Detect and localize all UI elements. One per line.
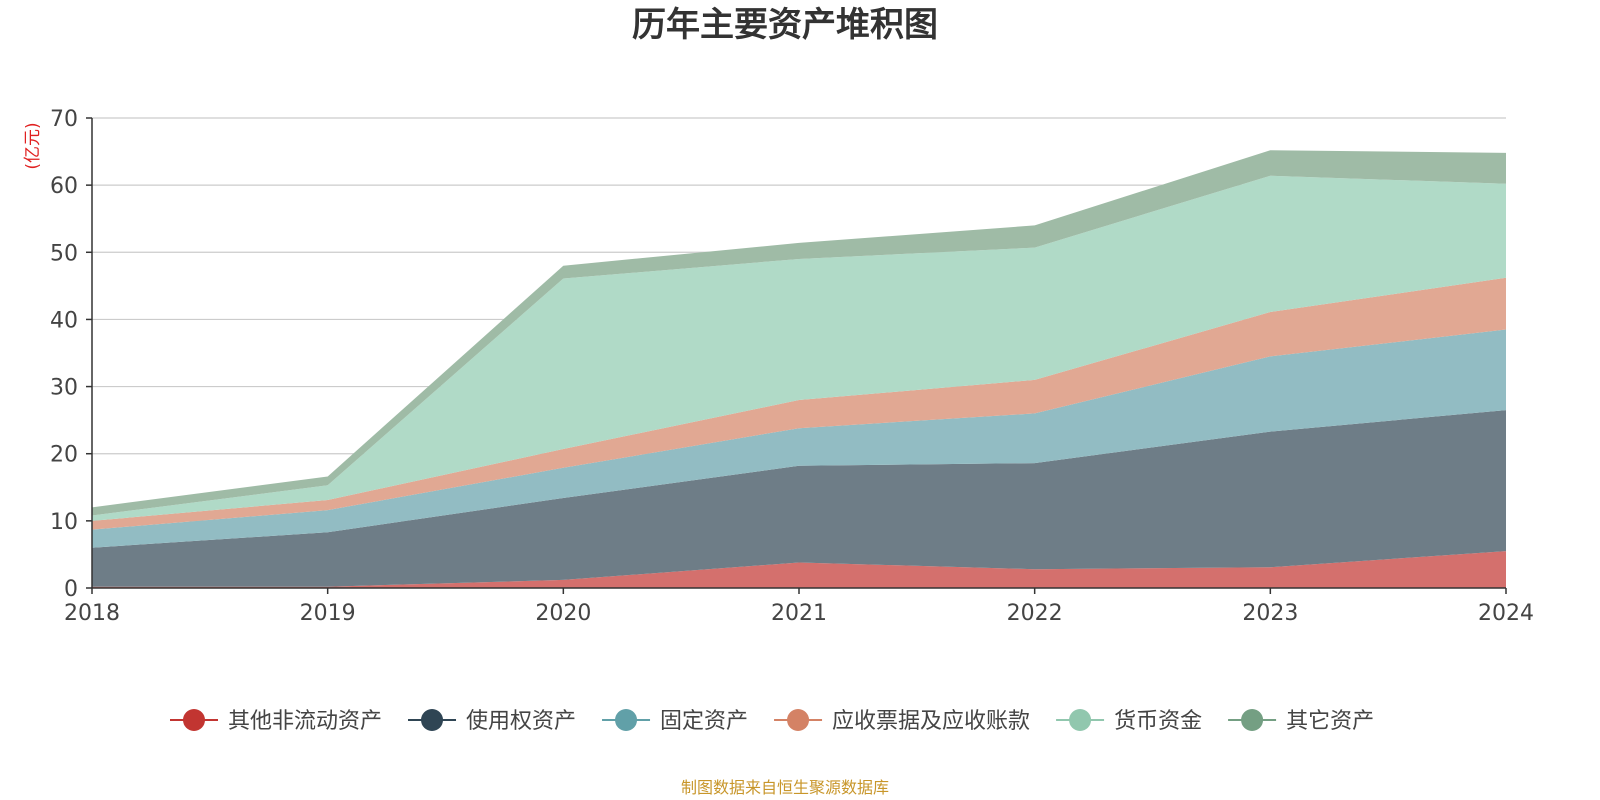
- x-tick-label: 2020: [535, 601, 591, 626]
- y-tick-label: 10: [50, 510, 78, 535]
- y-axis-unit-label: (亿元): [23, 122, 43, 169]
- legend-item-4[interactable]: 货币资金: [1056, 709, 1202, 734]
- legend-swatch-dot: [1069, 709, 1092, 731]
- y-tick-label: 70: [50, 107, 78, 132]
- legend-item-5[interactable]: 其它资产: [1228, 709, 1374, 734]
- y-tick-label: 40: [50, 308, 78, 333]
- x-tick-label: 2019: [300, 601, 356, 626]
- y-tick-label: 60: [50, 174, 78, 199]
- area-series-3: [92, 277, 1506, 530]
- x-tick-label: 2024: [1478, 601, 1534, 626]
- y-tick-label: 30: [50, 376, 78, 401]
- legend-label: 固定资产: [660, 709, 748, 734]
- x-tick-label: 2022: [1007, 601, 1063, 626]
- source-note: 制图数据来自恒生聚源数据库: [681, 778, 889, 797]
- legend-swatch-dot: [615, 709, 638, 731]
- legend-label: 使用权资产: [466, 709, 576, 734]
- legend-label: 其他非流动资产: [228, 709, 382, 734]
- axes: 0 10 20 30 40 50 60 70 2018 2019 2020 2021 2022 2023 2…: [50, 107, 1534, 626]
- y-tick-label: 50: [50, 241, 78, 266]
- x-tick-label: 2021: [771, 601, 827, 626]
- plot-areas: [92, 150, 1506, 588]
- legend: 其他非流动资产 使用权资产 固定资产 应收票据及应收账款 货币资金 其它资产: [170, 709, 1374, 734]
- legend-item-3[interactable]: 应收票据及应收账款: [774, 709, 1030, 734]
- area-series-4: [92, 175, 1506, 521]
- area-series-0: [92, 551, 1506, 588]
- area-series-2: [92, 329, 1506, 548]
- x-tick-label: 2023: [1242, 601, 1298, 626]
- legend-swatch-dot: [421, 709, 444, 731]
- legend-item-2[interactable]: 固定资产: [602, 709, 748, 734]
- y-tick-label: 20: [50, 443, 78, 468]
- legend-swatch-dot: [787, 709, 810, 731]
- x-tick-label: 2018: [64, 601, 120, 626]
- legend-item-1[interactable]: 使用权资产: [408, 709, 576, 734]
- chart-title: 历年主要资产堆积图: [632, 5, 938, 45]
- legend-swatch-dot: [1241, 709, 1264, 731]
- legend-item-0[interactable]: 其他非流动资产: [170, 709, 382, 734]
- legend-label: 应收票据及应收账款: [832, 709, 1030, 734]
- legend-label: 其它资产: [1286, 709, 1374, 734]
- y-tick-label: 0: [64, 577, 78, 602]
- legend-swatch-dot: [183, 709, 205, 731]
- area-series-1: [92, 410, 1506, 587]
- legend-label: 货币资金: [1114, 709, 1202, 734]
